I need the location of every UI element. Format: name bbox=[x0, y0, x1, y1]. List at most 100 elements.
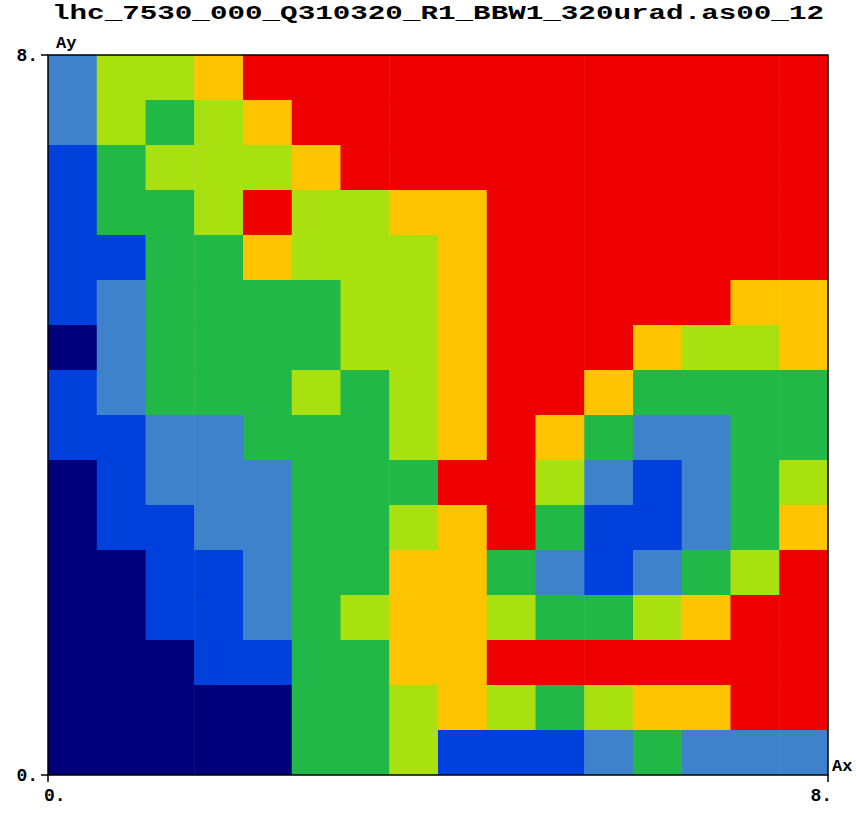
cell bbox=[779, 100, 828, 146]
cell bbox=[487, 640, 536, 686]
cell bbox=[633, 505, 682, 551]
cell bbox=[389, 685, 438, 731]
cell bbox=[438, 145, 487, 191]
cell bbox=[487, 145, 536, 191]
cell bbox=[584, 640, 633, 686]
cell bbox=[779, 145, 828, 191]
cell bbox=[633, 55, 682, 101]
cell bbox=[146, 550, 195, 596]
cell bbox=[97, 235, 146, 281]
cell bbox=[536, 505, 585, 551]
cell bbox=[194, 190, 243, 236]
cell bbox=[682, 145, 731, 191]
cell bbox=[194, 100, 243, 146]
cell bbox=[536, 640, 585, 686]
plot-frame bbox=[48, 55, 828, 775]
cell bbox=[146, 325, 195, 371]
cell bbox=[584, 280, 633, 326]
cell bbox=[633, 685, 682, 731]
cell bbox=[243, 505, 292, 551]
cell bbox=[584, 595, 633, 641]
cell bbox=[487, 325, 536, 371]
cell bbox=[341, 190, 390, 236]
cell bbox=[536, 325, 585, 371]
y-axis-label: Ay bbox=[56, 34, 76, 53]
cell bbox=[389, 550, 438, 596]
cell bbox=[194, 595, 243, 641]
cell bbox=[341, 415, 390, 461]
cell bbox=[779, 280, 828, 326]
cell bbox=[731, 235, 780, 281]
cell bbox=[243, 190, 292, 236]
cell bbox=[487, 100, 536, 146]
y-tick bbox=[41, 54, 48, 56]
cell bbox=[292, 415, 341, 461]
cell bbox=[779, 685, 828, 731]
cell bbox=[731, 190, 780, 236]
cell bbox=[584, 505, 633, 551]
cell bbox=[389, 325, 438, 371]
cell bbox=[633, 235, 682, 281]
cell bbox=[487, 685, 536, 731]
cell bbox=[487, 595, 536, 641]
cell bbox=[779, 595, 828, 641]
cell bbox=[97, 280, 146, 326]
cell bbox=[48, 640, 97, 686]
cell bbox=[438, 55, 487, 101]
cell bbox=[48, 325, 97, 371]
cell bbox=[731, 685, 780, 731]
cell bbox=[292, 235, 341, 281]
cell bbox=[97, 730, 146, 775]
cell bbox=[584, 145, 633, 191]
cell bbox=[779, 550, 828, 596]
cell bbox=[292, 190, 341, 236]
cell bbox=[584, 100, 633, 146]
cell bbox=[682, 460, 731, 506]
cell bbox=[584, 550, 633, 596]
cell bbox=[487, 730, 536, 775]
cell bbox=[341, 685, 390, 731]
cell bbox=[48, 595, 97, 641]
cell bbox=[731, 415, 780, 461]
cell bbox=[389, 55, 438, 101]
cell bbox=[389, 730, 438, 775]
cell bbox=[438, 100, 487, 146]
cell bbox=[731, 280, 780, 326]
cell bbox=[146, 190, 195, 236]
cell bbox=[731, 505, 780, 551]
cell bbox=[389, 460, 438, 506]
cell bbox=[487, 370, 536, 416]
cell bbox=[97, 550, 146, 596]
cell bbox=[536, 100, 585, 146]
cell bbox=[194, 370, 243, 416]
cell bbox=[487, 415, 536, 461]
cell bbox=[146, 280, 195, 326]
cell bbox=[438, 235, 487, 281]
cell bbox=[731, 595, 780, 641]
cell bbox=[438, 730, 487, 775]
cell bbox=[194, 415, 243, 461]
cell bbox=[731, 100, 780, 146]
cell bbox=[682, 280, 731, 326]
cell bbox=[731, 145, 780, 191]
cell bbox=[487, 55, 536, 101]
cell bbox=[536, 145, 585, 191]
cell bbox=[292, 370, 341, 416]
cell bbox=[48, 685, 97, 731]
cell bbox=[97, 640, 146, 686]
cell bbox=[243, 370, 292, 416]
cell bbox=[341, 55, 390, 101]
cell bbox=[48, 190, 97, 236]
cell bbox=[633, 280, 682, 326]
cell bbox=[633, 145, 682, 191]
x-tick-label: 8. bbox=[810, 786, 832, 806]
cell bbox=[243, 235, 292, 281]
cell bbox=[341, 730, 390, 775]
cell bbox=[584, 235, 633, 281]
cell bbox=[682, 55, 731, 101]
cell bbox=[438, 190, 487, 236]
cell bbox=[146, 505, 195, 551]
cell bbox=[438, 595, 487, 641]
cell bbox=[292, 730, 341, 775]
cell bbox=[682, 370, 731, 416]
